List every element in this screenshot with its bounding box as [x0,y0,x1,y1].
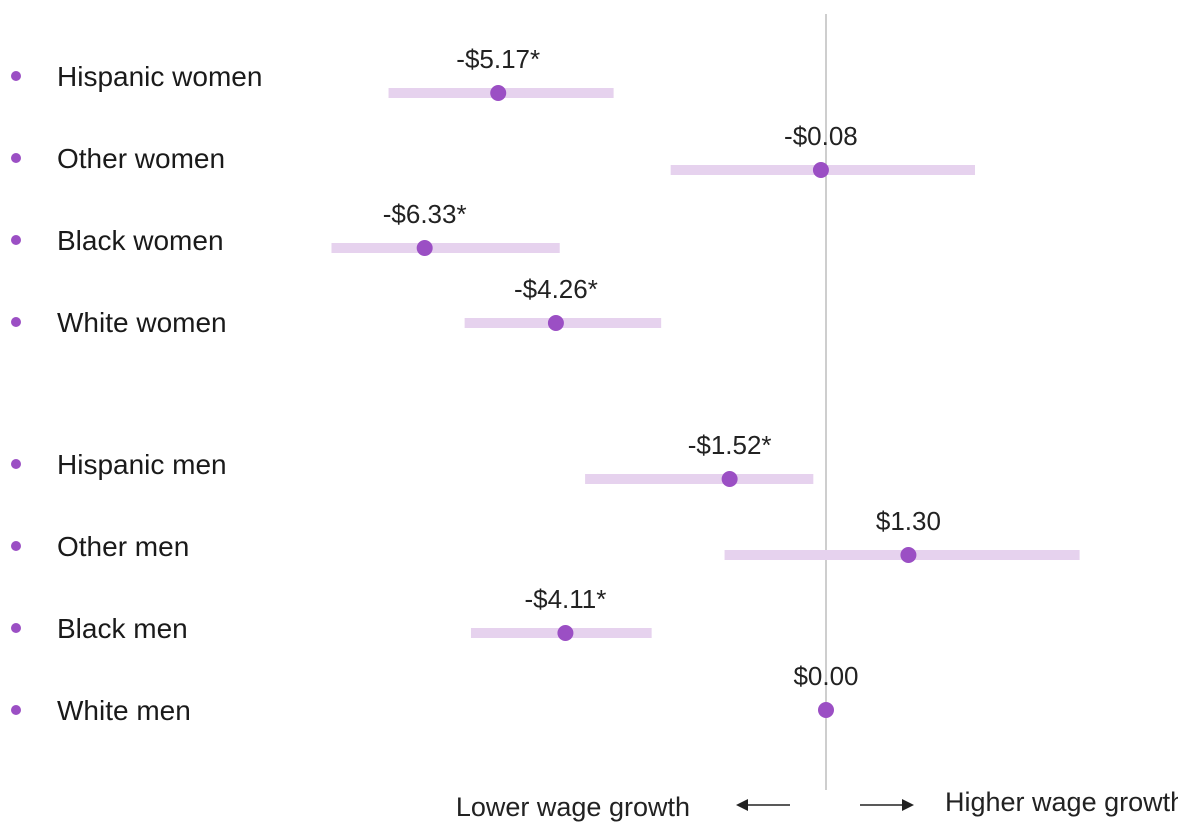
estimate-point [490,85,507,101]
forest-row: White women -$4.26* [11,274,662,338]
forest-row: Other men $1.30 [11,506,1080,563]
bullet-icon [11,459,21,469]
category-label: Black women [57,225,224,256]
bullet-icon [11,705,21,715]
value-label: $1.30 [876,506,941,536]
category-label: Other men [57,531,189,562]
category-label: Hispanic men [57,449,227,480]
bullet-icon [11,71,21,81]
category-label: Hispanic women [57,61,262,92]
chart-rows: Hispanic women -$5.17* Other women -$0.08 Bl… [11,44,1080,726]
direction-legend: Lower wage growth Higher wage growth [456,787,1178,822]
forest-row: Black women -$6.33* [11,199,560,256]
forest-row: Hispanic men -$1.52* [11,430,814,487]
lower-wage-growth-label: Lower wage growth [456,792,690,822]
estimate-point [900,547,917,563]
right-arrow-icon [860,799,914,811]
estimate-point [547,315,564,331]
forest-row: Other women -$0.08 [11,121,975,178]
estimate-point [812,162,829,178]
left-arrow-icon [736,799,790,811]
forest-row: White men $0.00 [11,661,859,726]
value-label: -$4.11* [524,584,606,614]
estimate-point [557,625,574,641]
forest-row: Hispanic women -$5.17* [11,44,614,101]
forest-row: Black men -$4.11* [11,584,652,644]
bullet-icon [11,153,21,163]
value-label: -$0.08 [784,121,858,151]
estimate-point [416,240,433,256]
bullet-icon [11,623,21,633]
estimate-point [721,471,738,487]
higher-wage-growth-label: Higher wage growth [945,787,1178,817]
value-label: -$4.26* [514,274,598,304]
estimate-point [818,702,834,718]
bullet-icon [11,235,21,245]
bullet-icon [11,317,21,327]
category-label: Other women [57,143,225,174]
bullet-icon [11,541,21,551]
value-label: -$5.17* [456,44,540,74]
value-label: -$1.52* [688,430,772,460]
value-label: -$6.33* [383,199,467,229]
value-label: $0.00 [793,661,858,691]
category-label: White women [57,307,227,338]
category-label: White men [57,695,191,726]
category-label: Black men [57,613,188,644]
